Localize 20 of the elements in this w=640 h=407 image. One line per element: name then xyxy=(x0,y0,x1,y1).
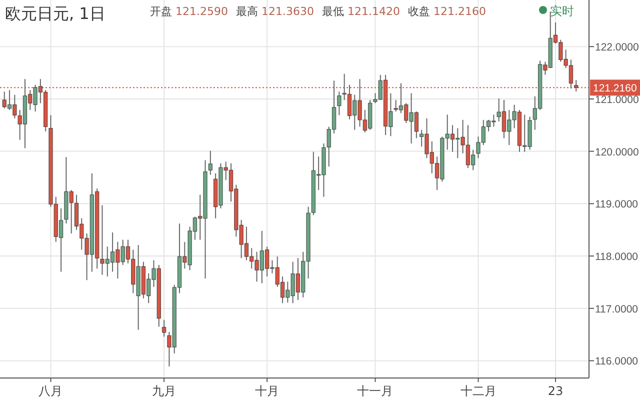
x-tick-label: 23 xyxy=(548,384,564,398)
x-tick-label: 十二月 xyxy=(460,384,496,398)
y-tick-label: 116.0000 xyxy=(595,356,638,368)
y-tick-label: 118.0000 xyxy=(595,251,638,264)
annotation: 收盘 121.2160 xyxy=(408,5,486,18)
annotation: 最低 121.1420 xyxy=(322,5,400,18)
chart-title: 欧元日元, 1日 xyxy=(5,4,106,23)
y-tick-label: 117.0000 xyxy=(595,303,638,316)
y-tick-label: 119.0000 xyxy=(595,198,638,211)
y-tick-label: 121.0000 xyxy=(595,94,639,106)
x-tick-label: 十一月 xyxy=(357,384,394,398)
annotation: 最高 121.3630 xyxy=(236,5,314,18)
ref-line-label: 121.2160 xyxy=(593,82,637,95)
annotation: 开盘 121.2590 xyxy=(150,5,228,18)
x-tick-label: 八月 xyxy=(38,384,63,398)
x-tick-label: 九月 xyxy=(152,384,176,398)
y-tick-label: 122.0000 xyxy=(595,42,639,54)
x-tick-label: 十月 xyxy=(255,384,280,398)
annotation: 实时 xyxy=(550,4,574,18)
y-tick-label: 120.0000 xyxy=(595,146,639,158)
